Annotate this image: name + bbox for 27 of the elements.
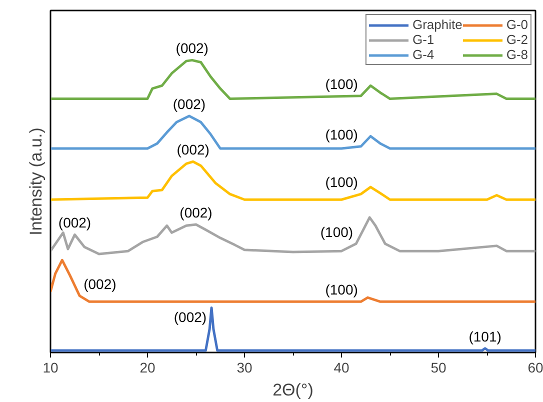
annotation: (100) [325,282,358,298]
legend-label: G-0 [506,17,528,32]
x-tick-label: 10 [42,360,58,376]
annotation: (002) [176,142,210,158]
x-tick-label: 50 [430,360,446,376]
annotation: (002) [180,204,212,220]
annotation: (100) [320,224,354,240]
annotation: (100) [325,126,358,142]
annotation: (002) [176,40,208,56]
annotation: (100) [325,76,358,92]
legend-label: G-4 [412,47,434,62]
x-tick-label: 60 [528,360,543,376]
annotation: (100) [325,174,358,190]
y-axis-title: Intensity (a.u.) [26,128,46,236]
x-tick-label: 20 [140,360,156,376]
annotation: (101) [468,328,502,344]
annotation: (002) [172,96,206,112]
legend-label: G-1 [412,32,434,47]
x-tick-label: 30 [236,360,252,376]
annotation: (002) [58,214,92,231]
legend-label: G-8 [506,47,528,62]
legend-label: G-2 [506,32,528,47]
annotation: (002) [84,276,116,292]
annotation: (002) [174,309,207,326]
x-tick-label: 40 [334,360,350,376]
legend-label: Graphite [412,17,462,32]
x-axis-title: 2Θ(°) [272,380,314,400]
